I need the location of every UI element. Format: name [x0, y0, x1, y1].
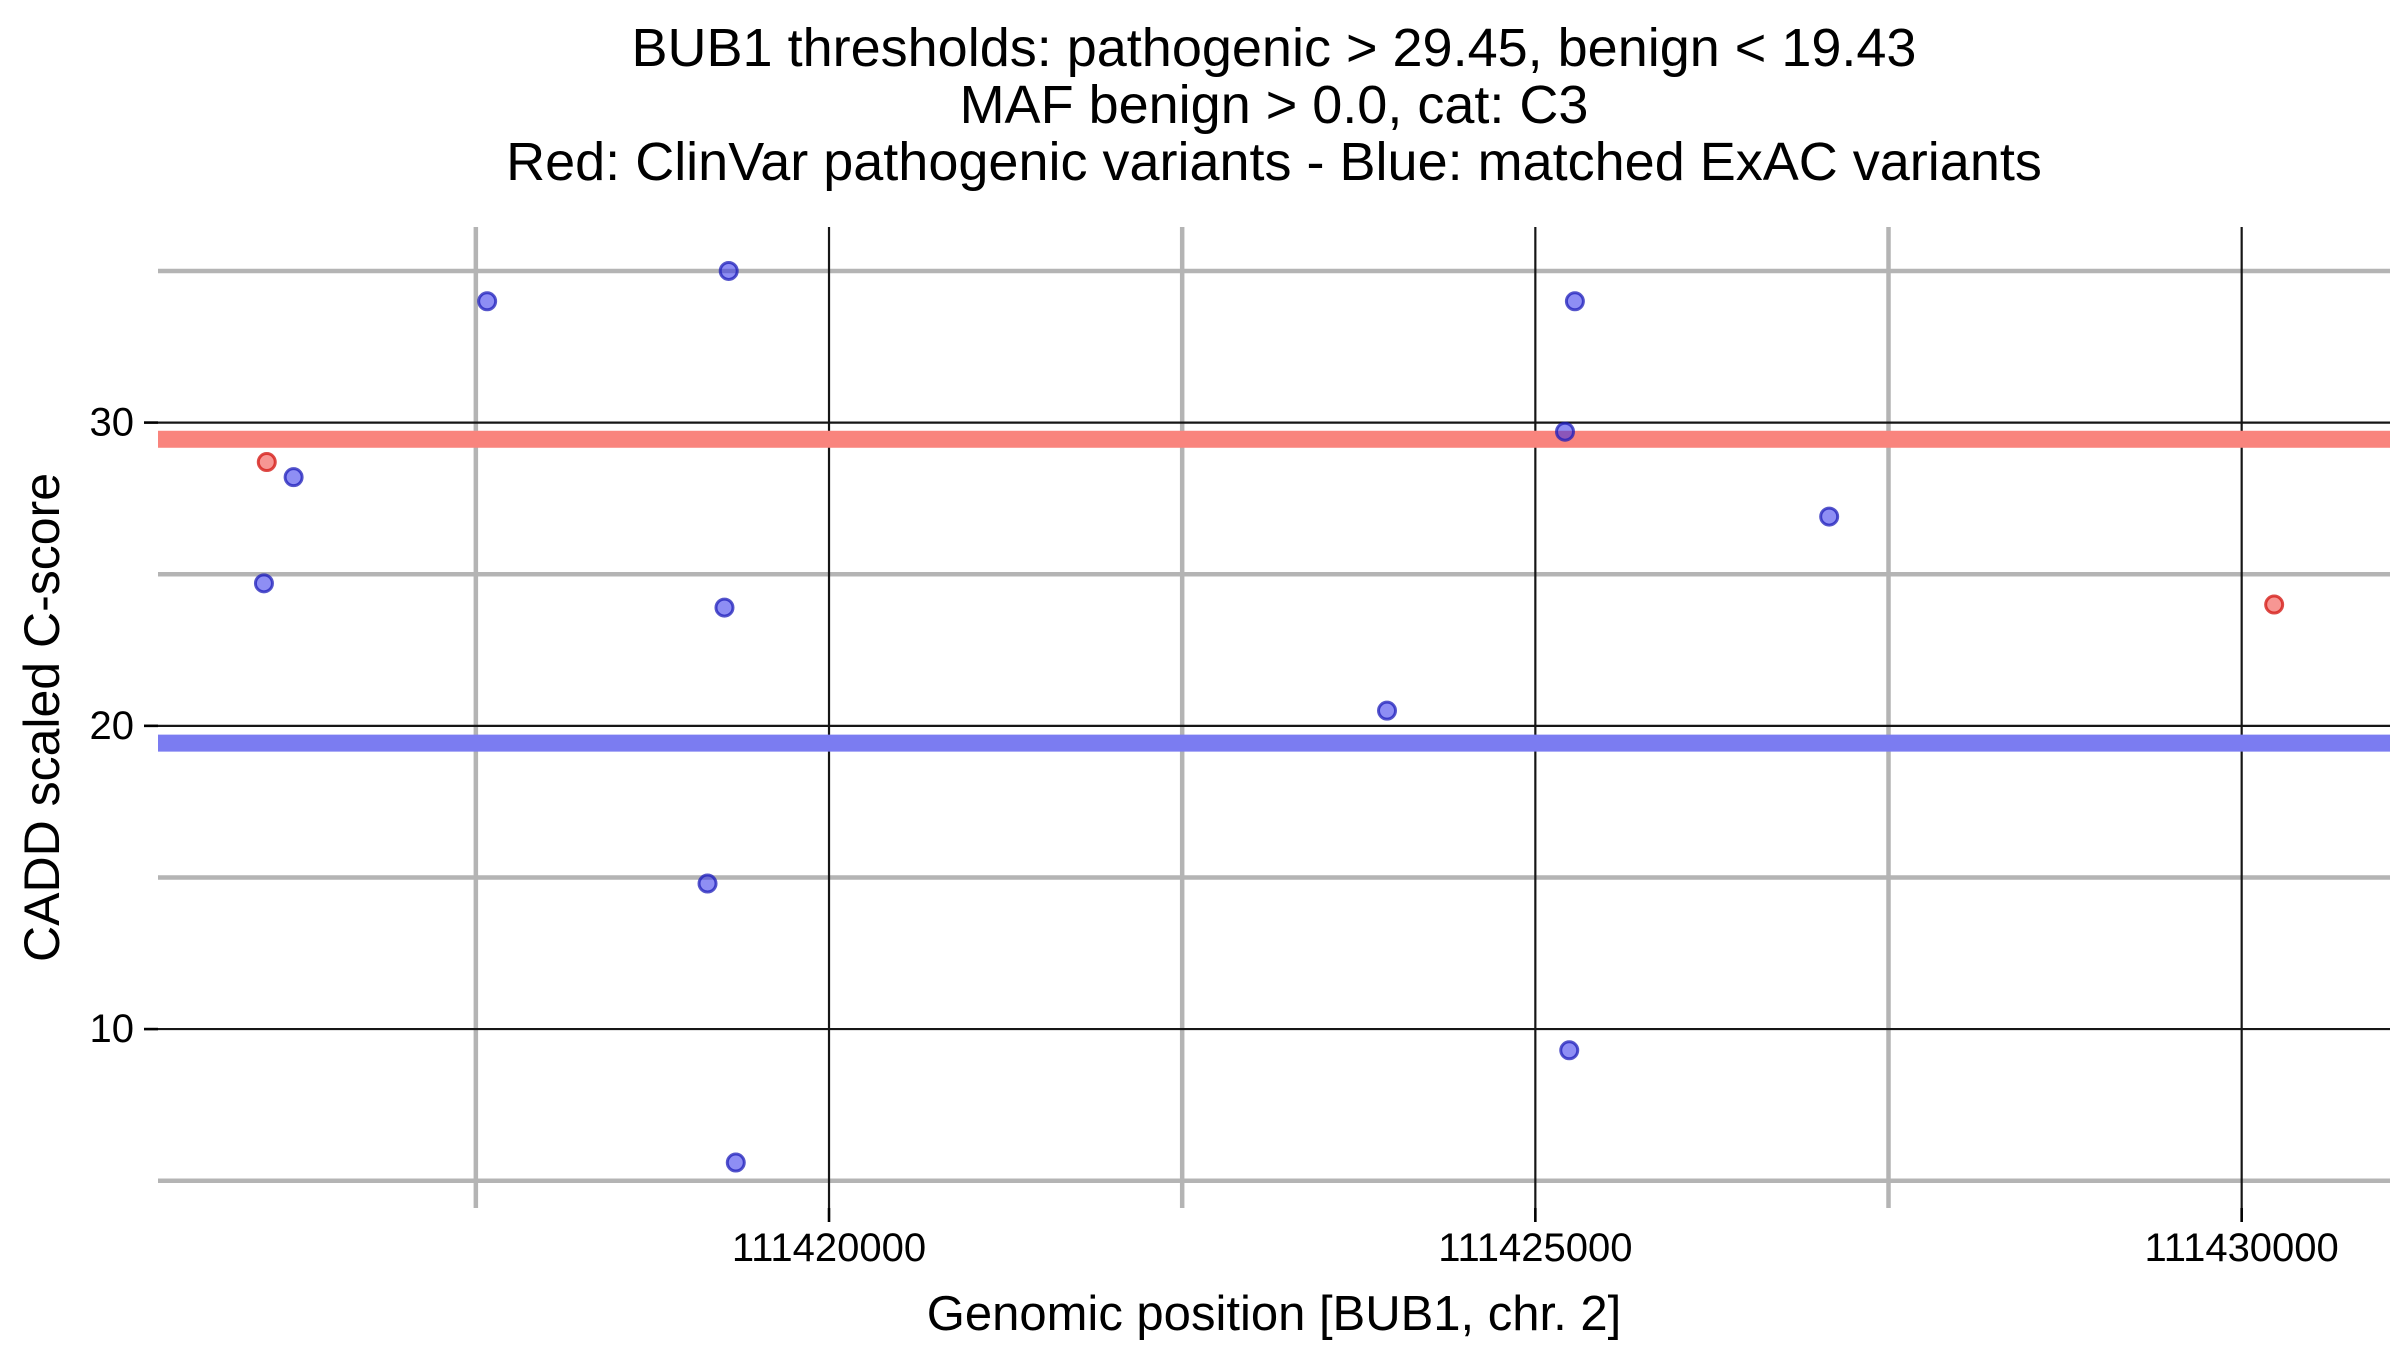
exac-matched-point	[725, 1152, 746, 1173]
exac-matched-point	[697, 873, 718, 894]
exac-matched-point	[1559, 1040, 1580, 1061]
x-axis-title: Genomic position [BUB1, chr. 2]	[927, 1287, 1622, 1341]
y-tick-label: 20	[90, 704, 135, 748]
exac-matched-point	[1555, 421, 1576, 442]
exac-matched-point	[1819, 506, 1840, 527]
title-line-legend: Red: ClinVar pathogenic variants - Blue:…	[506, 132, 2042, 192]
y-tick-label: 10	[90, 1007, 135, 1051]
exac-matched-point	[1377, 700, 1398, 721]
y-axis-title: CADD scaled C-score	[14, 473, 70, 962]
title-line-maf: MAF benign > 0.0, cat: C3	[959, 75, 1589, 135]
benign-threshold-band	[158, 734, 2390, 752]
clinvar-pathogenic-point	[256, 452, 277, 473]
chart-title: BUB1 thresholds: pathogenic > 29.45, ben…	[158, 20, 2390, 191]
exac-matched-point	[477, 291, 498, 312]
exac-matched-point	[253, 573, 274, 594]
x-tick-label: 111425000	[1438, 1226, 1632, 1270]
title-line-thresholds: BUB1 thresholds: pathogenic > 29.45, ben…	[631, 18, 1917, 78]
x-tick-label: 111420000	[732, 1226, 926, 1270]
x-tick-label: 111430000	[2145, 1226, 2339, 1270]
exac-matched-point	[718, 260, 739, 281]
exac-matched-point	[714, 597, 735, 618]
clinvar-pathogenic-point	[2264, 594, 2285, 615]
exac-matched-point	[283, 467, 304, 488]
pathogenic-threshold-band	[158, 430, 2390, 448]
exac-matched-point	[1564, 291, 1585, 312]
y-tick-label: 30	[90, 401, 135, 445]
